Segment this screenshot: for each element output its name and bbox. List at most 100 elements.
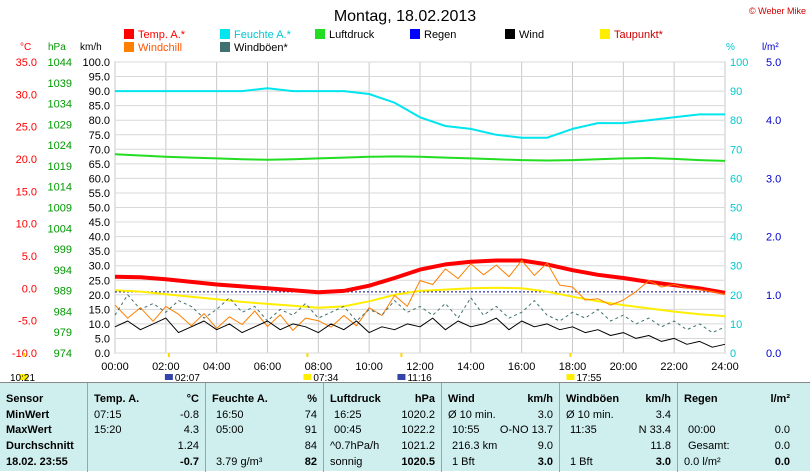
series-line <box>114 260 726 331</box>
wind-tick-label: 45.0 <box>89 217 110 229</box>
rain-tick-label: 1.0 <box>766 290 781 302</box>
legend-swatch <box>220 42 230 52</box>
footer-press-head: Luftdruck <box>330 393 381 405</box>
legend-label: Regen <box>424 29 456 41</box>
footer-wind-avg10-label: Ø 10 min. <box>448 409 496 421</box>
pressure-tick-label: 1044 <box>48 57 72 69</box>
wind-tick-label: 70.0 <box>89 144 110 156</box>
footer-press-max-time: 00:45 <box>334 424 362 436</box>
time-marker-icon <box>566 374 575 380</box>
footer-wind-max-time: 10:55 <box>452 424 480 436</box>
wind-tick-label: 10.0 <box>89 319 110 331</box>
footer-gust-current: 3.0 <box>655 456 671 468</box>
temp-tick-label: 30.0 <box>16 89 37 101</box>
footer-hum-avg: 84 <box>304 440 317 452</box>
x-tick-label: 22:00 <box>660 361 688 373</box>
footer-press-unit: hPa <box>414 393 435 405</box>
humidity-tick-label: 100 <box>730 57 748 69</box>
footer-sensor-row: Durchschnitt <box>6 440 74 452</box>
footer-gust-unit: km/h <box>645 393 671 405</box>
x-tick-label: 20:00 <box>610 361 638 373</box>
footer-col-wind: Wind km/h Ø 10 min. 3.0 10:55 O-NO 13.7 … <box>442 383 560 472</box>
x-tick-label: 18:00 <box>559 361 587 373</box>
footer-col-pressure: Luftdruck hPa 16:25 1020.2 00:45 1022.2 … <box>324 383 442 472</box>
humidity-tick-label: 30 <box>730 261 742 273</box>
footer-temp-current: -0.7 <box>180 456 199 468</box>
humidity-tick-label: 90 <box>730 86 742 98</box>
footer-temp-min: -0.8 <box>180 409 199 421</box>
footer-col-gust: Windböen km/h Ø 10 min. 3.4 11:35 N 33.4… <box>560 383 678 472</box>
wind-tick-label: 35.0 <box>89 246 110 258</box>
temp-tick-label: 15.0 <box>16 186 37 198</box>
humidity-tick-label: 70 <box>730 144 742 156</box>
pressure-tick-label: 994 <box>54 265 72 277</box>
footer-temp-head: Temp. A. <box>94 393 140 405</box>
x-tick-label: 08:00 <box>305 361 333 373</box>
legend-label: Luftdruck <box>329 29 375 41</box>
series-line <box>115 87 725 139</box>
footer-rain-max: 0.0 <box>774 424 790 436</box>
footer-wind-head: Wind <box>448 393 475 405</box>
time-marker-label: 02:07 <box>175 373 200 382</box>
wind-tick-label: 20.0 <box>89 290 110 302</box>
rain-tick-label: 3.0 <box>766 173 781 185</box>
pressure-tick-label: 1034 <box>48 99 72 111</box>
footer-gust-head: Windböen <box>566 393 620 405</box>
copyright-label: © Weber Mike <box>749 6 806 16</box>
time-marker-icon <box>20 374 28 380</box>
chart-legend: Temp. A.* Feuchte A.* Luftdruck Regen Wind Ta… <box>124 29 664 54</box>
footer-col-humidity: Feuchte A. % 16:50 74 05:00 91 84 3.79 g… <box>206 383 324 472</box>
footer-press-avg: 1021.2 <box>401 440 435 452</box>
temp-tick-label: 0.0 <box>22 283 37 295</box>
series-line <box>114 258 726 295</box>
footer-wind-distance: 216.3 km <box>452 440 498 452</box>
footer-wind-unit: km/h <box>527 393 553 405</box>
rain-tick-label: 2.0 <box>766 232 781 244</box>
footer-sensor-row: 18.02. 23:55 <box>6 456 68 468</box>
legend-swatch <box>410 29 420 39</box>
rain-unit-label: l/m² <box>762 42 779 53</box>
pressure-tick-label: 1019 <box>48 161 72 173</box>
wind-tick-label: 50.0 <box>89 203 110 215</box>
wind-tick-label: 80.0 <box>89 115 110 127</box>
footer-press-min: 1020.2 <box>401 409 435 421</box>
legend-label: Wind <box>519 29 544 41</box>
footer-wind-avg10: 3.0 <box>537 409 553 421</box>
footer-wind-max: O-NO 13.7 <box>499 424 553 436</box>
series-line <box>114 294 726 334</box>
footer-temp-unit: °C <box>186 393 199 405</box>
temp-tick-label: 5.0 <box>22 251 37 263</box>
temp-tick-label: 20.0 <box>16 154 37 166</box>
pressure-tick-label: 1039 <box>48 78 72 90</box>
x-tick-label: 12:00 <box>406 361 434 373</box>
footer-hum-min: 74 <box>304 409 317 421</box>
footer-gust-max-time: 11:35 <box>570 424 597 436</box>
wind-tick-label: 25.0 <box>89 275 110 287</box>
footer-press-min-time: 16:25 <box>334 409 362 421</box>
wind-tick-label: 30.0 <box>89 261 110 273</box>
rain-tick-label: 5.0 <box>766 57 781 69</box>
footer-gust-avg10-label: Ø 10 min. <box>566 409 614 421</box>
pressure-unit-label: hPa <box>48 42 66 53</box>
footer-col-sensor: Sensor MinWert MaxWert Durchschnitt 18.0… <box>0 383 88 472</box>
pressure-tick-label: 984 <box>54 306 72 318</box>
x-tick-label: 00:00 <box>101 361 129 373</box>
footer-temp-min-time: 07:15 <box>94 409 122 421</box>
footer-hum-current: 82 <box>304 456 317 468</box>
footer-rain-total-label: Gesamt: <box>688 440 730 452</box>
footer-col-rain: Regen l/m² 00:00 0.0 Gesamt: 0.0 0.0 l/m… <box>678 383 810 472</box>
series-line <box>114 286 726 318</box>
footer-rain-head: Regen <box>684 393 718 405</box>
wind-unit-label: km/h <box>80 42 102 53</box>
footer-rain-total: 0.0 <box>774 440 790 452</box>
stats-footer: Sensor MinWert MaxWert Durchschnitt 18.0… <box>0 382 810 472</box>
footer-press-current: 1020.5 <box>401 456 435 468</box>
footer-press-forecast: sonnig <box>330 456 363 468</box>
pressure-tick-label: 999 <box>54 244 72 256</box>
pressure-tick-label: 979 <box>54 327 72 339</box>
footer-hum-min-time: 16:50 <box>216 409 244 421</box>
time-marker-label: 10:21 <box>10 373 35 382</box>
rain-tick-label: 0.0 <box>766 348 781 360</box>
legend-label: Windböen* <box>234 42 289 54</box>
pressure-tick-label: 1004 <box>48 223 72 235</box>
